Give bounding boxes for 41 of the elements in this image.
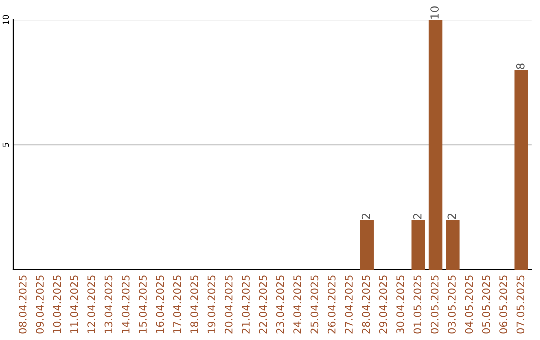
x-tick-label: 21.04.2025 bbox=[242, 276, 250, 334]
bar bbox=[360, 220, 374, 270]
x-tick-label: 01.05.2025 bbox=[414, 276, 422, 334]
x-tick-label: 29.04.2025 bbox=[379, 276, 388, 334]
x-tick-label: 18.04.2025 bbox=[190, 276, 198, 334]
data-label: 2 bbox=[448, 214, 456, 220]
x-tick-label: 19.04.2025 bbox=[208, 276, 216, 334]
bar bbox=[428, 20, 443, 270]
x-tick-label: 24.04.2025 bbox=[294, 276, 302, 334]
x-tick-label: 20.04.2025 bbox=[224, 276, 233, 334]
x-tick-label: 14.04.2025 bbox=[122, 276, 130, 334]
y-tick-label: 5 bbox=[2, 143, 10, 148]
x-tick-label: 11.04.2025 bbox=[70, 276, 78, 334]
x-tick-label: 09.04.2025 bbox=[36, 276, 44, 334]
x-tick-label: 07.05.2025 bbox=[516, 276, 525, 334]
x-tick-label: 13.04.2025 bbox=[104, 276, 113, 334]
x-tick-label: 22.04.2025 bbox=[259, 276, 268, 334]
x-tick-label: 12.04.2025 bbox=[88, 276, 96, 334]
x-tick-label: 17.04.2025 bbox=[173, 276, 182, 334]
x-tick-label: 15.04.2025 bbox=[139, 276, 147, 334]
data-label: 10 bbox=[430, 6, 439, 19]
x-tick-label: 02.05.2025 bbox=[430, 276, 439, 334]
data-label: 2 bbox=[413, 214, 422, 220]
x-tick-label: 16.04.2025 bbox=[156, 276, 164, 334]
data-label: 2 bbox=[362, 214, 370, 220]
x-tick-label: 30.04.2025 bbox=[396, 276, 404, 334]
x-tick-label: 04.05.2025 bbox=[465, 276, 474, 334]
x-tick-label: 06.05.2025 bbox=[500, 276, 508, 334]
x-tick-label: 05.05.2025 bbox=[482, 276, 490, 334]
x-tick-label: 10.04.2025 bbox=[53, 276, 62, 334]
bar bbox=[412, 220, 426, 270]
bar bbox=[446, 220, 460, 270]
x-tick-label: 27.04.2025 bbox=[345, 276, 353, 334]
x-tick-label: 28.04.2025 bbox=[362, 276, 370, 334]
bar bbox=[514, 70, 528, 270]
x-tick-label: 03.05.2025 bbox=[448, 276, 456, 334]
x-tick-label: 26.04.2025 bbox=[328, 276, 336, 334]
x-tick-label: 08.04.2025 bbox=[18, 276, 27, 334]
data-label: 8 bbox=[516, 64, 525, 70]
x-tick-label: 23.04.2025 bbox=[276, 276, 284, 334]
x-tick-label: 25.04.2025 bbox=[310, 276, 319, 334]
